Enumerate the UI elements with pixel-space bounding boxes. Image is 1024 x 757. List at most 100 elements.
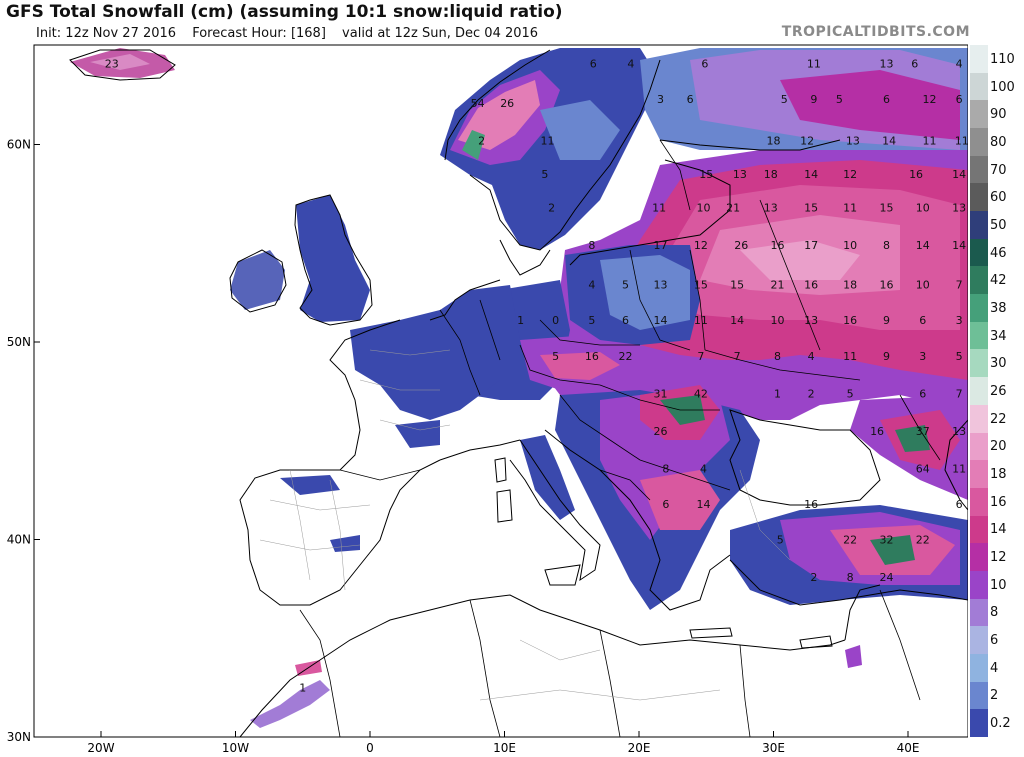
snowfall-value-label: 18 [767,135,781,148]
snowfall-value-label: 10 [916,202,930,215]
forecast-hour: Forecast Hour: [168] [192,26,326,41]
snowfall-value-label: 16 [804,279,818,292]
coast-sweden [469,59,661,251]
snowfall-value-label: 11 [652,202,666,215]
snowfall-value-label: 6 [956,93,963,106]
snow-iberia [280,475,340,495]
map-frame [33,44,968,738]
colorbar-label: 18 [990,467,1007,483]
colorbar-label: 8 [990,605,999,621]
snowfall-value-label: 15 [879,202,893,215]
snowfall-value-label: 23 [105,57,119,70]
snowfall-value-label: 42 [694,387,708,400]
snowfall-value-label: 1 [517,314,524,327]
lat-label: 60N [7,138,31,152]
snowfall-value-label: 4 [627,57,634,70]
coast-black-sea [729,409,881,506]
snowfall-value-label: 10 [843,239,857,252]
snowfall-value-label: 12 [694,239,708,252]
coast-iceland [69,49,176,81]
snowfall-value-label: 11 [952,462,966,475]
colorbar-swatch [970,653,988,683]
colorbar-label: 70 [990,162,1007,178]
snow-italy [520,435,575,520]
snowfall-value-label: 9 [883,314,890,327]
coast-north-sea [429,279,501,321]
coast-uk [294,194,373,326]
lat-label: 40N [7,533,31,547]
coast-norway [444,49,551,161]
colorbar-swatch [970,183,988,212]
snowfall-value-label: 13 [952,202,966,215]
colorbar-swatch [970,238,988,267]
snowfall-value-label: 8 [662,462,669,475]
snowfall-value-label: 15 [699,168,713,181]
colorbar-swatch [970,100,988,129]
snowfall-value-label: 12 [843,168,857,181]
snowfall-value-label: 3 [657,93,664,106]
snowfall-value-label: 14 [882,135,896,148]
snowfall-value-label: 4 [808,350,815,363]
snowfall-value-label: 4 [700,462,707,475]
colorbar-label: 42 [990,273,1007,289]
snowfall-value-label: 1 [299,682,306,695]
colorbar-label: 100 [990,79,1015,95]
snowfall-value-label: 37 [916,425,930,438]
snowfall-value-label: 16 [804,498,818,511]
snowfall-value-label: 13 [654,279,668,292]
colorbar-label: 20 [990,439,1007,455]
snowfall-value-label: 26 [734,239,748,252]
forecast-info: Init: 12z Nov 27 2016 Forecast Hour: [16… [36,26,550,41]
colorbar-swatch [970,377,988,406]
snowfall-value-label: 14 [654,314,668,327]
snowfall-value-label: 14 [916,239,930,252]
colorbar-label: 80 [990,134,1007,150]
colorbar-swatch [970,460,988,489]
colorbar-swatch [970,598,988,627]
lon-label: 0 [366,741,374,755]
snowfall-value-label: 14 [804,168,818,181]
snowfall-value-label: 21 [726,202,740,215]
coast-cyprus [799,635,833,649]
colorbar-label: 10 [990,577,1007,593]
snowfall-value-label: 6 [701,57,708,70]
snowfall-value-label: 16 [585,350,599,363]
snowfall-value-label: 13 [879,57,893,70]
snow-levant [845,645,862,668]
colorbar-swatch [970,72,988,101]
snowfall-value-label: 13 [952,425,966,438]
snowfall-value-label: 31 [654,387,668,400]
lon-label: 20E [628,741,651,755]
snow-uk [296,195,370,322]
snowfall-value-label: 32 [879,533,893,546]
snowfall-value-label: 16 [879,279,893,292]
coast-italy [509,439,601,582]
snowfall-value-label: 18 [764,168,778,181]
colorbar-label: 14 [990,522,1007,538]
lat-label: 30N [7,730,31,744]
map-title: GFS Total Snowfall (cm) (assuming 10:1 s… [6,2,563,22]
snowfall-value-label: 13 [764,202,778,215]
snowfall-value-label: 14 [952,239,966,252]
colorbar-swatch [970,543,988,572]
snowfall-value-label: 14 [730,314,744,327]
snowfall-value-label: 9 [883,350,890,363]
snowfall-value-label: 7 [956,387,963,400]
snowfall-value-label: 11 [843,350,857,363]
snow-france [350,285,520,420]
colorbar-swatch [970,487,988,517]
valid-time: valid at 12z Sun, Dec 04 2016 [342,26,539,41]
snowfall-value-label: 13 [733,168,747,181]
snowfall-value-label: 22 [843,533,857,546]
snowfall-value-label: 4 [956,57,963,70]
snowfall-value-label: 2 [808,387,815,400]
snowfall-value-label: 64 [916,462,930,475]
snowfall-value-label: 6 [687,93,694,106]
colorbar-label: 12 [990,550,1007,566]
lon-label: 20W [87,741,114,755]
axis-labels: 60N 50N 40N 30N 20W 10W 0 10E 20E 30E 40E [7,138,920,756]
snowfall-value-label: 15 [694,279,708,292]
snowfall-value-label: 22 [619,350,633,363]
snowfall-value-label: 5 [541,168,548,181]
